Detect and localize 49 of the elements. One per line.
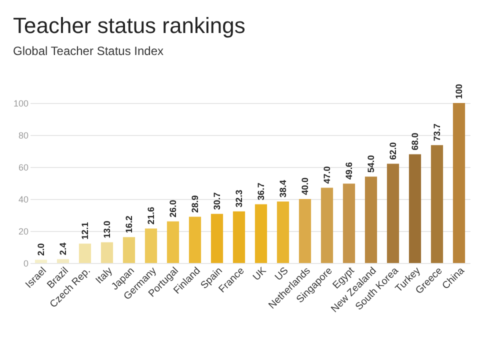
bar (100, 242, 114, 263)
data-label: 21.6 (146, 206, 156, 224)
bar (34, 260, 48, 263)
data-label: 26.0 (168, 200, 178, 218)
chart-title: Teacher status rankings (12, 12, 246, 38)
bar (254, 204, 268, 263)
bar (56, 259, 70, 263)
bar (298, 199, 312, 263)
data-label: 38.4 (278, 180, 288, 198)
chart-subtitle: Global Teacher Status Index (12, 44, 164, 58)
bar (188, 216, 202, 263)
x-tick-label: UK (251, 265, 269, 284)
bar (320, 188, 334, 263)
data-label: 16.2 (124, 216, 134, 234)
data-label: 49.6 (344, 162, 354, 180)
bar (78, 244, 92, 263)
y-tick-label: 40 (18, 194, 28, 204)
bar (364, 176, 378, 263)
bar (144, 228, 158, 263)
bar (408, 154, 422, 263)
bar (232, 211, 246, 263)
bar (276, 202, 290, 263)
data-label: 2.4 (58, 242, 68, 256)
data-label: 62.0 (388, 142, 398, 160)
data-label: 100 (454, 84, 464, 99)
data-label: 47.0 (322, 166, 332, 184)
bar (430, 145, 444, 263)
data-label: 68.0 (410, 132, 420, 150)
bar (386, 164, 400, 263)
data-label: 28.9 (190, 195, 200, 213)
data-label: 73.7 (432, 124, 442, 142)
data-label: 13.0 (102, 220, 112, 238)
bar (122, 237, 136, 263)
data-label: 40.0 (300, 177, 310, 195)
bar (166, 221, 180, 263)
data-label: 30.7 (212, 192, 222, 210)
y-tick-label: 20 (18, 226, 28, 236)
bar (210, 214, 224, 263)
y-tick-label: 0 (23, 258, 28, 268)
data-label: 12.1 (80, 222, 90, 240)
bar (342, 184, 356, 263)
bar (452, 103, 466, 263)
y-tick-label: 80 (18, 130, 28, 140)
data-label: 2.0 (36, 243, 46, 256)
y-tick-label: 60 (18, 162, 28, 172)
data-label: 54.0 (366, 155, 376, 173)
y-tick-label: 100 (13, 98, 28, 108)
data-label: 32.3 (234, 190, 244, 208)
data-label: 36.7 (256, 182, 266, 200)
